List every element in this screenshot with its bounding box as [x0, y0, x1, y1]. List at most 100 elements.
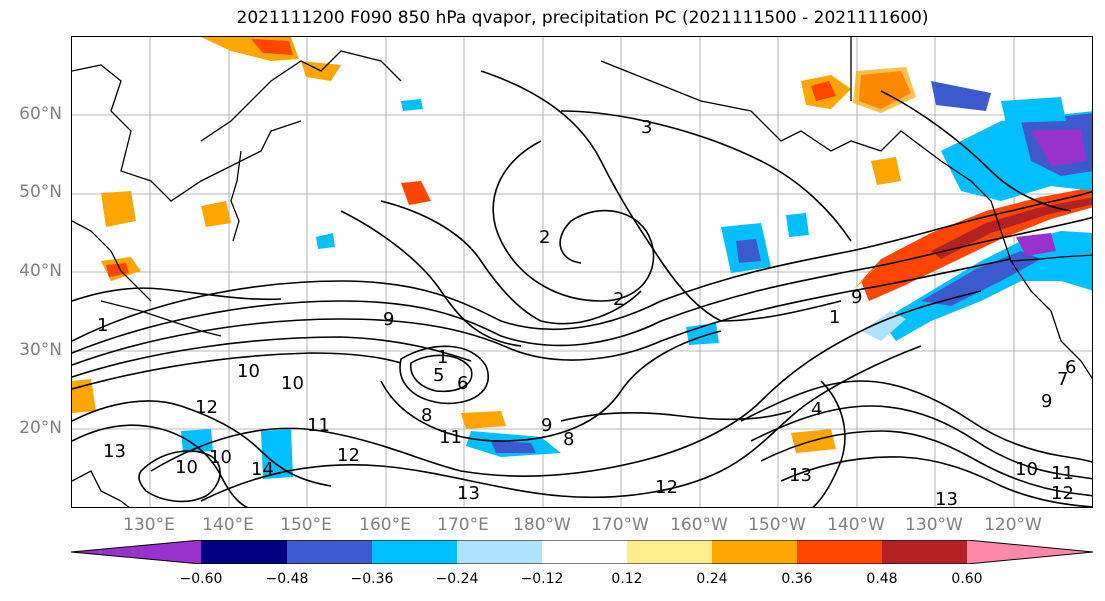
- lon-label-180w: 180°W: [513, 515, 571, 535]
- contour-label: 13: [789, 465, 812, 486]
- positive-yukon-edge: [853, 67, 916, 113]
- lon-label-170w: 170°W: [591, 515, 649, 535]
- contour-label: 13: [103, 441, 126, 462]
- contour-label: 11: [307, 415, 330, 436]
- contour-label: 10: [237, 361, 260, 382]
- lon-label-160w: 160°W: [670, 515, 728, 535]
- contour-label: 3: [641, 117, 652, 138]
- colorbar-outline: [71, 540, 1094, 564]
- colorbar-tick-label: −0.60: [179, 571, 223, 587]
- contour-label: 2: [539, 227, 550, 248]
- precipitation-shading: [72, 37, 1092, 479]
- contour-labels: 3 2 2 1 1 1 9 9 10 10 12 11 13 10 10 14 …: [97, 117, 1076, 508]
- negative-mid-core: [491, 441, 536, 453]
- colorbar-bin: [372, 540, 457, 564]
- colorbar-bin: [797, 540, 882, 564]
- lat-label-60n: 60°N: [19, 104, 62, 124]
- contour-label: 9: [851, 287, 862, 308]
- negative-central-core: [736, 239, 761, 263]
- contour-label: 12: [655, 477, 678, 498]
- colorbar-tick-label: −0.36: [350, 571, 394, 587]
- colorbar-tick-label: 0.60: [951, 571, 983, 587]
- lat-label-50n: 50°N: [19, 182, 62, 202]
- negative-small-1: [316, 233, 335, 249]
- contour-label: 12: [195, 397, 218, 418]
- lon-label-160e: 160°E: [359, 515, 411, 535]
- contour-label: 13: [935, 489, 958, 508]
- contour-label: 10: [175, 457, 198, 478]
- contour-label: 10: [281, 373, 304, 394]
- contour-label: 12: [337, 445, 360, 466]
- positive-kamchatka-core: [251, 39, 293, 55]
- colorbar-tick-label: −0.48: [265, 571, 309, 587]
- lat-label-20n: 20°N: [19, 418, 62, 438]
- colorbar-extend-low: [71, 540, 201, 564]
- contour-label: 6: [457, 373, 468, 394]
- positive-mid: [461, 411, 506, 429]
- contour-label: 14: [251, 459, 274, 480]
- colorbar-tick-label: 0.36: [781, 571, 813, 587]
- qvapor-contours: [72, 70, 1092, 507]
- colorbar-tick-label: 0.48: [866, 571, 898, 587]
- lon-label-140e: 140°E: [202, 515, 254, 535]
- contour-label: 10: [1015, 459, 1038, 480]
- contour-label: 8: [421, 405, 432, 426]
- coastlines: [72, 37, 1092, 507]
- colorbar-tick-label: 0.12: [611, 571, 643, 587]
- contour-label: 11: [1051, 463, 1074, 484]
- contour-label: 11: [439, 427, 462, 448]
- contour-label: 10: [209, 447, 232, 468]
- colorbar-bin: [457, 540, 542, 564]
- colorbar-tick-label: 0.24: [696, 571, 728, 587]
- lat-label-40n: 40°N: [19, 261, 62, 281]
- lon-label-170e: 170°E: [437, 515, 489, 535]
- contour-label: 4: [811, 399, 822, 420]
- contour-label: 7: [1057, 369, 1068, 390]
- contour-label: 13: [457, 483, 480, 504]
- negative-east-ak2: [1001, 97, 1066, 123]
- contour-label: 5: [433, 365, 444, 386]
- negative-small-3: [401, 99, 423, 111]
- map-canvas: 3 2 2 1 1 1 9 9 10 10 12 11 13 10 10 14 …: [72, 37, 1092, 508]
- positive-alaska-small: [871, 157, 901, 185]
- positive-aleutian: [401, 181, 431, 205]
- map-title: 2021111200 F090 850 hPa qvapor, precipit…: [236, 8, 929, 28]
- contour-label: 12: [1051, 483, 1074, 504]
- negative-core-coast2: [1016, 233, 1056, 256]
- negative-north-pacific: [786, 213, 809, 237]
- colorbar-bin: [882, 540, 967, 564]
- lon-label-140w: 140°W: [827, 515, 885, 535]
- lon-label-120w: 120°W: [984, 515, 1042, 535]
- colorbar-extend-high: [967, 540, 1093, 564]
- colorbar-bin: [201, 540, 287, 564]
- lon-label-150w: 150°W: [748, 515, 806, 535]
- contour-label: 2: [613, 289, 624, 310]
- map-panel: 3 2 2 1 1 1 9 9 10 10 12 11 13 10 10 14 …: [71, 36, 1093, 508]
- contour-label: 1: [437, 347, 448, 368]
- positive-band-edge: [853, 263, 881, 289]
- contour-label: 1: [97, 315, 108, 336]
- negative-west-islands: [261, 429, 293, 479]
- colorbar-tick-label: −0.12: [520, 571, 564, 587]
- colorbar-bin: [542, 540, 627, 564]
- colorbar-bin: [627, 540, 712, 564]
- positive-okhotsk: [201, 201, 231, 227]
- positive-band-core: [931, 197, 1092, 259]
- lon-label-130e: 130°E: [123, 515, 175, 535]
- negative-core-bc2: [1031, 129, 1086, 166]
- colorbar-tick-label: −0.24: [435, 571, 479, 587]
- lat-label-30n: 30°N: [19, 340, 62, 360]
- lon-label-130w: 130°W: [905, 515, 963, 535]
- contour-label: 1: [829, 307, 840, 328]
- contour-label: 9: [541, 415, 552, 436]
- positive-gulf-core: [811, 81, 836, 101]
- negative-core-coast: [921, 251, 1041, 306]
- positive-kurils: [101, 191, 136, 227]
- contour-label: 9: [383, 309, 394, 330]
- negative-east-ak: [931, 81, 991, 111]
- colorbar-bin: [712, 540, 797, 564]
- contour-label: 9: [1041, 391, 1052, 412]
- contour-label: 6: [1065, 357, 1076, 378]
- negative-light-coast: [861, 311, 906, 341]
- contour-label: 8: [563, 429, 574, 450]
